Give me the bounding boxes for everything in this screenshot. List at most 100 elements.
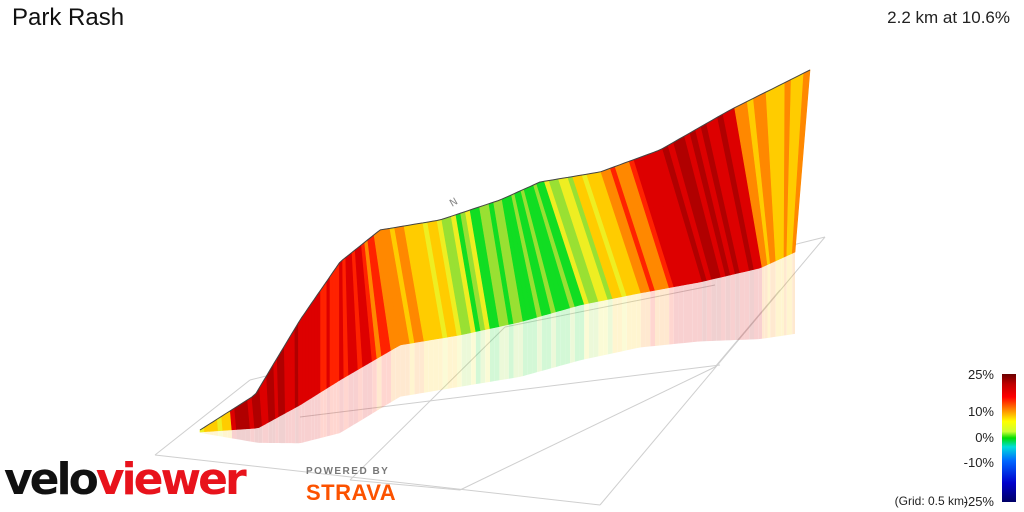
- reflection-segment: [308, 398, 312, 442]
- reflection-segment: [669, 286, 674, 345]
- profile-segment[interactable]: [329, 270, 334, 387]
- legend-label-0: 0%: [975, 430, 994, 445]
- reflection-segment: [749, 269, 754, 340]
- logo-part-velo: velo: [4, 454, 99, 505]
- reflection-segment: [556, 310, 561, 367]
- reflection-segment: [574, 305, 580, 362]
- legend-label-minus-10: -10%: [963, 455, 994, 470]
- reflection-segment: [706, 279, 712, 342]
- segment-summary: 2.2 km at 10.6%: [887, 8, 1010, 27]
- reflection-segment: [209, 431, 214, 436]
- profile-segment[interactable]: [332, 266, 337, 385]
- reflection-segment: [560, 309, 566, 366]
- reflection-segment: [546, 313, 552, 370]
- reflection-segment: [245, 428, 251, 442]
- profile-segment[interactable]: [320, 284, 325, 393]
- profile-segment[interactable]: [294, 321, 299, 409]
- reflection-segment: [213, 430, 219, 437]
- reflection-segment: [291, 407, 296, 444]
- reflection-segment: [262, 423, 266, 443]
- profile-segment[interactable]: [298, 316, 303, 407]
- reflection-segment: [457, 334, 462, 388]
- profile-segment[interactable]: [310, 298, 315, 399]
- grid-line: [459, 366, 716, 491]
- reflection-segment: [278, 414, 282, 444]
- reflection-segment: [339, 377, 344, 434]
- reflection-segment: [254, 427, 259, 443]
- legend-label-10: 10%: [967, 404, 994, 419]
- reflection-segment: [659, 288, 665, 346]
- reflection-segment: [311, 396, 315, 441]
- reflection-segment: [692, 282, 698, 343]
- profile-segment[interactable]: [335, 261, 340, 383]
- reflection-segment: [301, 401, 305, 443]
- reflection-segment: [433, 338, 439, 392]
- reflection-segment: [442, 337, 448, 390]
- reflection-segment: [204, 431, 210, 435]
- profile-segment[interactable]: [301, 311, 306, 405]
- reflection-segment: [612, 297, 618, 354]
- reflection-segment: [336, 380, 340, 435]
- reflection-segment: [333, 382, 337, 435]
- reflection-segment: [236, 429, 242, 440]
- reflection-segment: [372, 358, 377, 414]
- reflection-segment: [231, 429, 237, 440]
- profile-segment[interactable]: [317, 289, 321, 395]
- profile-segment[interactable]: [313, 293, 318, 397]
- profile-segment[interactable]: [304, 307, 309, 403]
- reflection-segment: [265, 422, 269, 443]
- north-marker: N: [448, 196, 460, 209]
- reflection-segment: [282, 413, 286, 444]
- reflection-segment: [317, 392, 321, 439]
- reflection-segment: [348, 372, 354, 428]
- reflection-segment: [250, 428, 255, 443]
- reflection-segment: [490, 327, 495, 382]
- reflection-segment: [784, 255, 787, 336]
- reflection-segment: [304, 400, 308, 443]
- reflection-segment: [222, 430, 228, 438]
- profile-wall: [199, 69, 811, 433]
- reflection-segment: [598, 300, 604, 357]
- powered-by-label: POWERED BY: [306, 466, 390, 477]
- reflection-segment: [570, 306, 575, 364]
- grid-line: [154, 454, 601, 506]
- reflection-segment: [792, 252, 795, 335]
- reflection-segment: [499, 325, 505, 381]
- reflection-segment: [323, 388, 327, 438]
- reflection-segment: [414, 341, 420, 395]
- logo-part-viewer: viewer: [95, 454, 247, 505]
- reflection-segment: [739, 271, 745, 340]
- strava-logo[interactable]: STRAVA: [306, 480, 397, 505]
- reflection-segment: [298, 403, 302, 444]
- reflection-segment: [683, 284, 688, 344]
- profile-segment[interactable]: [323, 280, 328, 391]
- reflection-segment: [288, 409, 292, 444]
- reflection-segment: [295, 405, 299, 444]
- reflection-segment: [721, 276, 726, 341]
- reflection-segment: [258, 425, 263, 443]
- reflection-segment: [471, 331, 476, 385]
- reflection-segment: [391, 347, 396, 403]
- grid-line: [299, 364, 721, 418]
- reflection-segment: [362, 364, 368, 420]
- grid-line: [599, 236, 826, 506]
- reflection-segment: [725, 274, 731, 341]
- reflection-segment: [367, 361, 373, 417]
- reflection-segment: [735, 272, 740, 341]
- reflection-segment: [786, 254, 790, 336]
- reflection-segment: [330, 384, 334, 436]
- reflection-segment: [645, 291, 651, 347]
- reflection-segment: [789, 253, 793, 335]
- reflection-segment: [697, 281, 703, 342]
- profile-segment[interactable]: [307, 302, 312, 401]
- reflection-segment: [565, 307, 571, 365]
- reflection-segment: [424, 340, 429, 393]
- gradient-legend-bar: [1002, 374, 1016, 502]
- profile-segment[interactable]: [326, 275, 331, 389]
- reflection-segment: [452, 335, 457, 389]
- reflection-segment: [702, 280, 707, 342]
- grid-line: [349, 326, 506, 481]
- veloviewer-logo[interactable]: veloviewer POWERED BY STRAVA: [4, 450, 424, 510]
- reflection-segment: [664, 287, 670, 345]
